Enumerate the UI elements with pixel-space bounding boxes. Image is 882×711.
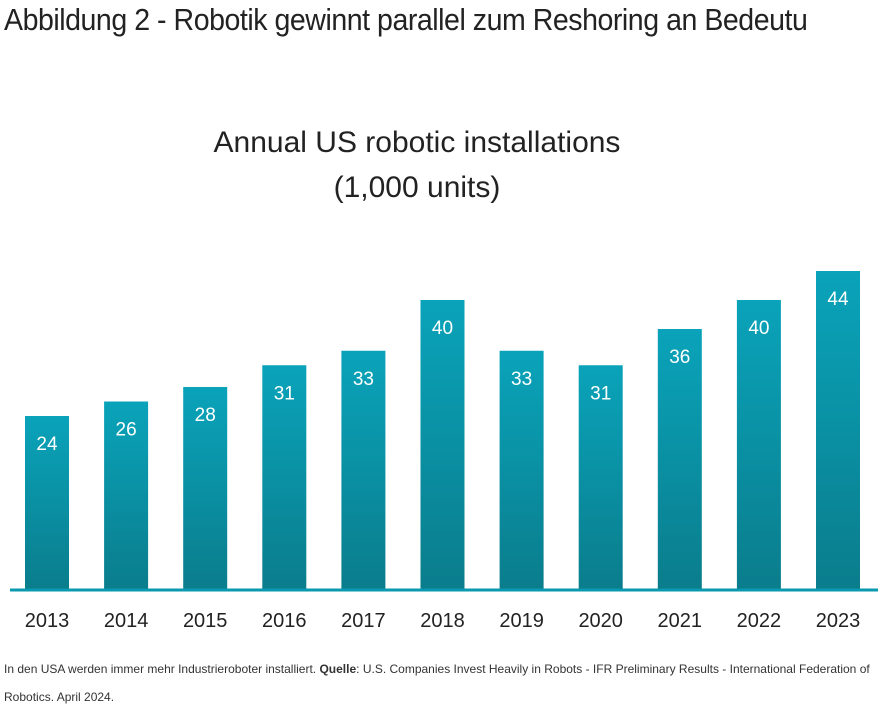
data-label-2014: 26	[116, 420, 137, 441]
bar-2021	[657, 329, 702, 590]
data-label-2015: 28	[195, 405, 216, 426]
x-tick-label-2013: 2013	[25, 610, 70, 632]
data-label-2013: 24	[36, 434, 58, 455]
x-tick-label-2021: 2021	[658, 610, 703, 632]
bar-2014	[104, 401, 149, 590]
page-heading: Abbildung 2 - Robotik gewinnt parallel z…	[4, 2, 808, 37]
data-label-2016: 31	[274, 383, 295, 404]
x-tick-label-2020: 2020	[578, 610, 623, 632]
bar-2016	[262, 365, 307, 590]
bar-2023	[816, 271, 860, 590]
x-tick-label-2023: 2023	[816, 610, 861, 632]
caption-text: In den USA werden immer mehr Industriero…	[4, 662, 320, 676]
chart-title: Annual US robotic installations	[214, 126, 621, 159]
data-label-2023: 44	[827, 289, 849, 310]
data-label-2021: 36	[669, 347, 690, 368]
bar-2019	[499, 350, 544, 590]
x-tick-label-2016: 2016	[262, 610, 307, 632]
data-label-2017: 33	[353, 369, 374, 390]
bar-2017	[341, 350, 386, 590]
data-label-2019: 33	[511, 369, 532, 390]
chart-subtitle: (1,000 units)	[334, 171, 501, 204]
bar-2020	[578, 365, 623, 590]
x-tick-label-2019: 2019	[499, 610, 544, 632]
bar-2013	[25, 416, 69, 590]
caption-source-label: Quelle	[319, 662, 357, 676]
x-tick-label-2014: 2014	[104, 610, 149, 632]
bar-2022	[736, 300, 781, 590]
x-tick-label-2022: 2022	[737, 610, 782, 632]
bar-chart: Annual US robotic installations (1,000 u…	[10, 126, 878, 632]
data-label-2020: 31	[590, 383, 611, 404]
data-label-2018: 40	[432, 318, 453, 339]
figure-caption: In den USA werden immer mehr Industriero…	[4, 655, 874, 711]
data-label-2022: 40	[748, 318, 769, 339]
caption-source: : U.S. Companies Invest Heavily in Robot…	[4, 662, 870, 704]
x-tick-label-2015: 2015	[183, 610, 228, 632]
x-tick-label-2017: 2017	[341, 610, 386, 632]
bar-2015	[183, 387, 228, 590]
bar-2018	[420, 300, 465, 590]
x-tick-label-2018: 2018	[420, 610, 465, 632]
